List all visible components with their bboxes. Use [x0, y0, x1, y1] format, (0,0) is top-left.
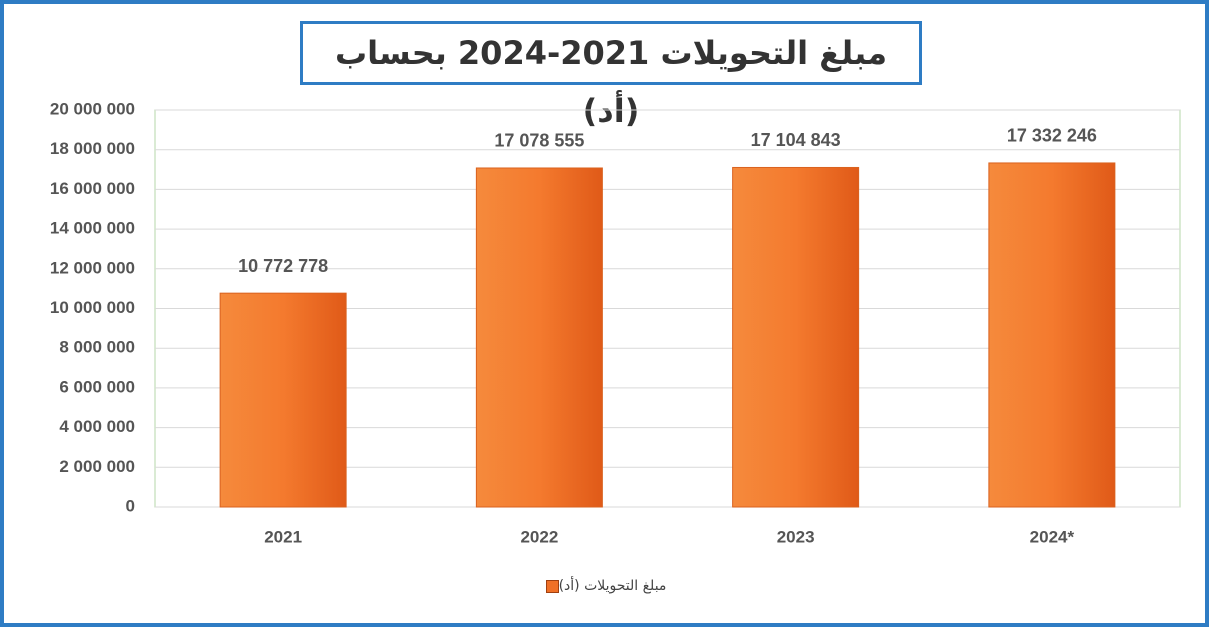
x-tick-label: 2023: [777, 527, 815, 546]
y-tick-label: 4 000 000: [59, 417, 135, 436]
chart-title: مبلغ التحويلات 2021-2024 بحساب (أد): [300, 21, 922, 130]
legend-swatch: [545, 579, 559, 593]
bar: [988, 162, 1116, 508]
y-tick-label: 14 000 000: [50, 219, 135, 238]
bar: [475, 167, 603, 508]
x-tick-label: 2022: [520, 527, 558, 546]
y-tick-label: 20 000 000: [50, 99, 135, 118]
x-tick-label: 2024*: [1030, 527, 1075, 546]
value-label: 17 078 555: [494, 131, 584, 151]
x-tick-label: 2021: [264, 527, 302, 546]
y-tick-label: 6 000 000: [59, 377, 135, 396]
plot: 0 2 000 000 4 000 000 6 000 000 8 000 000 10 …: [50, 99, 1181, 546]
y-tick-label: 12 000 000: [50, 258, 135, 277]
y-tick-label: 2 000 000: [59, 457, 135, 476]
y-tick-label: 18 000 000: [50, 139, 135, 158]
y-tick-label: 10 000 000: [50, 298, 135, 317]
value-label: 10 772 778: [238, 256, 328, 276]
bar: [732, 166, 860, 508]
legend: مبلغ التحويلات (أد): [4, 578, 1205, 594]
y-tick-label: 0: [126, 496, 135, 515]
y-tick-label: 8 000 000: [59, 338, 135, 357]
value-label: 17 332 246: [1007, 126, 1097, 146]
bar: [219, 292, 347, 508]
y-tick-label: 16 000 000: [50, 179, 135, 198]
legend-label: مبلغ التحويلات (أد): [558, 578, 667, 594]
value-label: 17 104 843: [751, 130, 841, 150]
